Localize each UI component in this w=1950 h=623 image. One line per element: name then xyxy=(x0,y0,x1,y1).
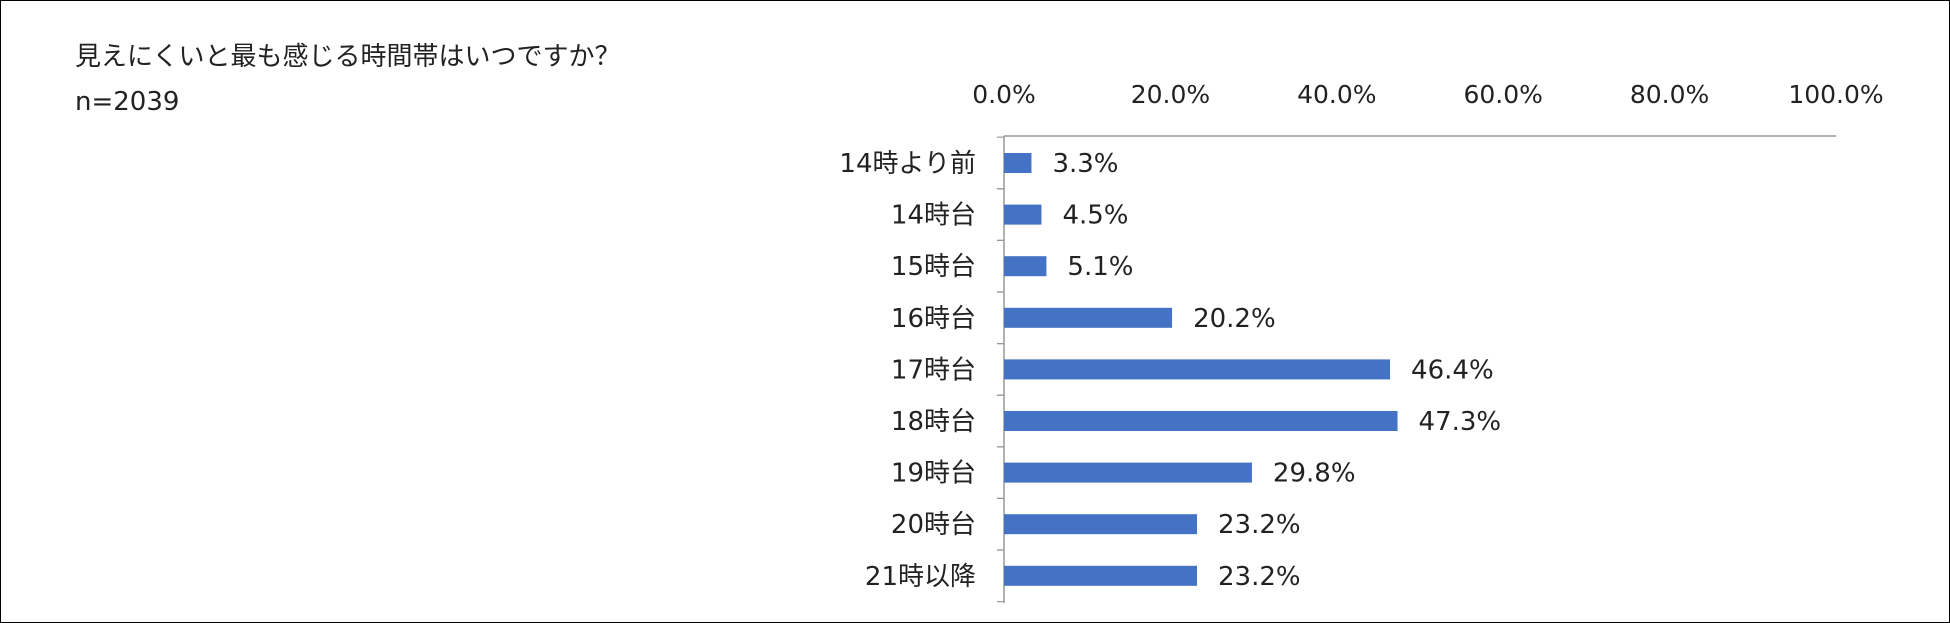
bar xyxy=(1004,256,1047,277)
category-label: 16時台 xyxy=(891,304,976,334)
category-label: 21時以降 xyxy=(865,562,976,592)
data-label: 5.1% xyxy=(1067,252,1133,282)
category-label: 14時台 xyxy=(891,201,976,231)
x-tick-label: 100.0% xyxy=(1788,80,1883,109)
category-label: 17時台 xyxy=(891,355,976,385)
x-tick-label: 60.0% xyxy=(1463,80,1542,109)
data-label: 23.2% xyxy=(1218,510,1301,540)
bar xyxy=(1004,565,1198,586)
data-label: 3.3% xyxy=(1052,149,1118,179)
bar xyxy=(1004,204,1042,225)
data-label: 29.8% xyxy=(1273,459,1356,489)
bar xyxy=(1004,359,1391,380)
chart-subtitle: n=2039 xyxy=(75,87,180,117)
category-label: 19時台 xyxy=(891,459,976,489)
x-tick-label: 20.0% xyxy=(1131,80,1210,109)
x-tick-label: 0.0% xyxy=(972,80,1036,109)
x-tick-label: 80.0% xyxy=(1630,80,1709,109)
category-label: 18時台 xyxy=(891,407,976,437)
category-label: 14時より前 xyxy=(839,149,976,179)
bar xyxy=(1004,307,1173,328)
category-label: 15時台 xyxy=(891,252,976,282)
bar xyxy=(1004,462,1252,483)
chart-title: 見えにくいと最も感じる時間帯はいつですか？ xyxy=(75,42,621,72)
bar xyxy=(1004,153,1032,173)
category-label: 20時台 xyxy=(891,510,976,540)
x-tick-label: 40.0% xyxy=(1297,80,1376,109)
data-label: 4.5% xyxy=(1062,201,1128,231)
data-label: 47.3% xyxy=(1419,407,1502,437)
data-label: 23.2% xyxy=(1218,562,1301,592)
bar xyxy=(1004,411,1398,431)
bar xyxy=(1004,514,1198,535)
data-label: 46.4% xyxy=(1411,355,1494,385)
data-label: 20.2% xyxy=(1193,304,1276,334)
